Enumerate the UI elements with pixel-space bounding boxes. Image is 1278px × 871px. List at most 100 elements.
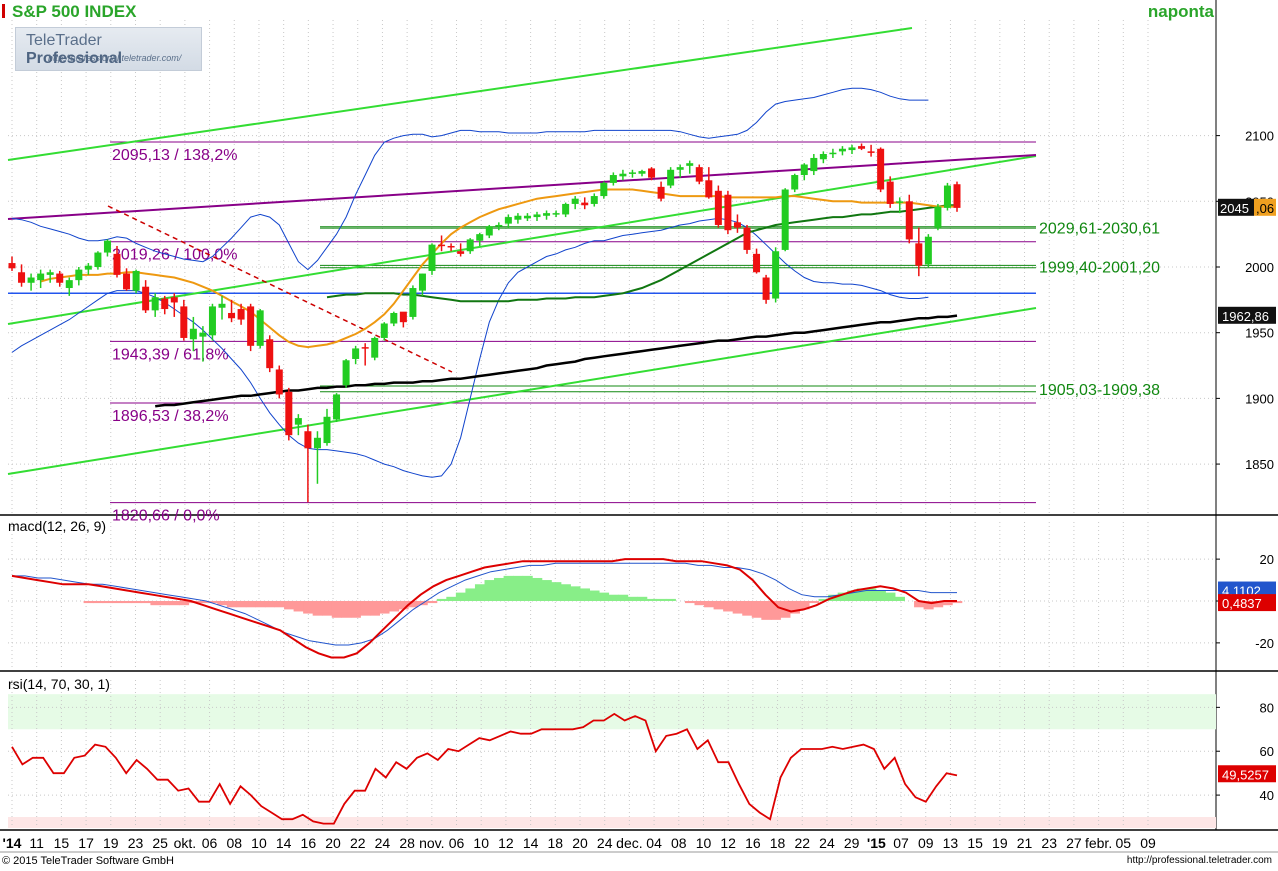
macd-histogram-bar <box>732 601 743 614</box>
candle-body <box>323 416 331 444</box>
macd-histogram-bar <box>360 601 371 616</box>
macd-histogram-bar <box>579 588 590 601</box>
candle-body <box>418 273 426 291</box>
macd-histogram-bar <box>131 601 142 604</box>
macd-histogram-bar <box>465 588 476 601</box>
candle-body <box>686 163 694 166</box>
candle-body <box>457 251 465 254</box>
macd-histogram-bar <box>560 584 571 601</box>
date-axis-label: 15 <box>54 835 70 851</box>
date-axis-label: 09 <box>918 835 934 851</box>
macd-histogram-bar <box>847 590 858 601</box>
fib-level-label: 1943,39 / 61,8% <box>112 346 229 363</box>
date-axis-label: 28 <box>399 835 415 851</box>
candle-body <box>743 227 751 250</box>
candle-body <box>18 272 26 283</box>
candle-body <box>123 273 131 290</box>
logo-url: http://professional.teletrader.com/ <box>48 53 182 63</box>
trend-line-purple <box>7 154 1037 220</box>
candle-body <box>762 277 770 300</box>
macd-histogram-bar <box>369 601 380 616</box>
candle-body <box>934 206 942 228</box>
date-axis-label: 21 <box>1017 835 1033 851</box>
macd-histogram-bar <box>770 601 781 620</box>
candle-body <box>361 347 369 349</box>
close-badge-bg <box>1218 198 1254 216</box>
macd-axis-label: -20 <box>1255 636 1274 651</box>
date-axis-label: febr. <box>1085 835 1112 851</box>
macd-histogram-bar <box>389 601 400 612</box>
macd-histogram-bar <box>541 580 552 601</box>
candle-body <box>266 339 274 369</box>
macd-histogram-bar <box>236 601 247 608</box>
candle-body <box>285 391 293 436</box>
candle-body <box>562 203 570 215</box>
macd-histogram-bar <box>837 592 848 601</box>
date-axis-label: dec. <box>616 835 642 851</box>
macd-histogram-bar <box>198 601 209 604</box>
logo-text: TeleTrader Professional <box>26 32 201 68</box>
candle-body <box>342 360 350 386</box>
date-axis-label: '15 <box>867 835 886 851</box>
candle-body <box>428 244 436 271</box>
macd-histogram-bar <box>665 598 676 601</box>
macd-histogram-bar <box>952 601 963 604</box>
date-axis-label: 08 <box>671 835 687 851</box>
date-axis-label: nov. <box>419 835 444 851</box>
date-axis-label: 13 <box>943 835 959 851</box>
macd-histogram-bar <box>331 601 342 618</box>
macd-histogram-bar <box>255 601 266 608</box>
candle-body <box>628 172 636 174</box>
candle-body <box>791 175 799 190</box>
date-axis-label: '14 <box>3 835 22 851</box>
candle-body <box>705 180 713 198</box>
date-axis-label: 23 <box>128 835 144 851</box>
macd-histogram-bar <box>532 577 543 601</box>
candle-body <box>915 243 923 266</box>
date-axis-label: 24 <box>375 835 391 851</box>
macd-histogram-bar <box>436 598 447 601</box>
macd-histogram-bar <box>150 601 161 606</box>
candle-body <box>466 239 474 252</box>
macd-value-label: 0,4837 <box>1222 596 1262 611</box>
candle-body <box>237 309 245 320</box>
candle-body <box>37 273 45 281</box>
macd-histogram-bar <box>809 601 820 604</box>
date-axis-label: 18 <box>770 835 786 851</box>
sma-short-line <box>40 188 957 349</box>
teletrader-logo: TeleTrader Professional http://professio… <box>15 27 202 71</box>
candle-body <box>476 234 484 241</box>
candle-body <box>648 168 656 178</box>
date-axis-label: 22 <box>794 835 810 851</box>
candle-body <box>924 236 932 265</box>
candle-body <box>27 277 35 283</box>
candle-body <box>772 251 780 299</box>
candle-body <box>333 394 341 420</box>
candle-body <box>800 164 808 176</box>
date-axis-label: 16 <box>745 835 761 851</box>
candle-body <box>581 202 589 206</box>
macd-line <box>11 558 957 659</box>
candle-body <box>829 152 837 155</box>
candle-body <box>886 181 894 204</box>
date-axis-label: 15 <box>967 835 983 851</box>
candle-body <box>313 437 321 449</box>
macd-histogram-bar <box>179 601 190 606</box>
macd-histogram-bar <box>933 601 944 608</box>
date-axis-label: 16 <box>301 835 317 851</box>
candle-body <box>638 171 646 174</box>
macd-histogram-bar <box>856 588 867 601</box>
candle-body <box>867 151 875 153</box>
candle-body <box>170 297 178 303</box>
candle-body <box>447 245 455 248</box>
date-axis-label: 14 <box>276 835 292 851</box>
macd-histogram-bar <box>894 596 905 601</box>
macd-histogram-bar <box>551 582 562 601</box>
candle-body <box>667 169 675 186</box>
date-axis-label: 05 <box>1116 835 1132 851</box>
date-axis-label: 14 <box>523 835 539 851</box>
candle-body <box>838 148 846 152</box>
candle-body <box>380 323 388 338</box>
rsi-value-label: 49,5257 <box>1222 767 1269 782</box>
